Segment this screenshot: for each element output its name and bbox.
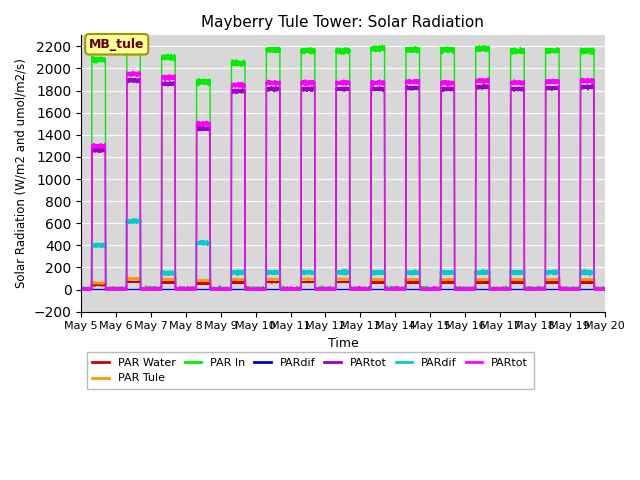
PARtot: [532, 287, 540, 292]
PARdif: [600, 287, 607, 292]
PAR Water: [532, 287, 540, 292]
PAR Water: [77, 287, 85, 292]
PARtot: [594, 287, 602, 292]
PARtot: [600, 287, 607, 292]
PAR In: [412, 46, 419, 51]
PAR Tule: [131, 275, 139, 280]
PAR Tule: [532, 287, 540, 292]
PARtot: [601, 287, 609, 292]
PARdif: [77, 287, 85, 292]
PAR In: [77, 285, 85, 290]
PAR Water: [313, 287, 321, 292]
PARtot: [547, 80, 554, 86]
Text: MB_tule: MB_tule: [89, 38, 145, 51]
PARtot: [77, 287, 85, 292]
PARtot: [594, 287, 602, 292]
PARtot: [313, 287, 321, 292]
PARdif: [313, 286, 321, 292]
Line: PAR Tule: PAR Tule: [81, 277, 605, 289]
PAR In: [378, 42, 386, 48]
PARtot: [131, 76, 139, 82]
Title: Mayberry Tule Tower: Solar Radiation: Mayberry Tule Tower: Solar Radiation: [202, 15, 484, 30]
PARdif: [412, 287, 419, 292]
PARtot: [313, 287, 321, 292]
PARtot: [600, 287, 607, 292]
PARdif: [532, 287, 540, 292]
PARdif: [129, 216, 137, 222]
PARtot: [412, 79, 419, 85]
Line: PARdif: PARdif: [81, 219, 605, 289]
PARtot: [547, 84, 554, 90]
PAR Water: [547, 279, 554, 285]
PARdif: [313, 287, 321, 292]
PAR In: [547, 48, 554, 54]
PAR In: [532, 287, 540, 292]
Legend: PAR Water, PAR Tule, PAR In, PARdif, PARtot, PARdif, PARtot: PAR Water, PAR Tule, PAR In, PARdif, PAR…: [86, 352, 534, 389]
PARtot: [412, 84, 419, 90]
PARdif: [547, 287, 554, 292]
PARdif: [594, 287, 602, 292]
PARtot: [532, 287, 540, 292]
PAR Water: [412, 279, 419, 285]
PARtot: [129, 69, 137, 74]
PARdif: [77, 287, 85, 292]
PARdif: [412, 269, 419, 275]
Y-axis label: Solar Radiation (W/m2 and umol/m2/s): Solar Radiation (W/m2 and umol/m2/s): [15, 59, 28, 288]
PAR Tule: [313, 287, 321, 292]
PAR Water: [594, 287, 602, 292]
Line: PARtot: PARtot: [81, 79, 605, 289]
PAR Water: [600, 287, 607, 292]
PARdif: [601, 287, 609, 292]
PARdif: [547, 270, 554, 276]
Line: PAR In: PAR In: [81, 45, 605, 289]
PAR In: [313, 285, 321, 290]
PAR Tule: [601, 287, 609, 292]
PAR Tule: [600, 287, 607, 292]
PARtot: [601, 287, 609, 292]
PAR Tule: [77, 287, 85, 292]
PARdif: [600, 287, 607, 292]
PAR Water: [124, 278, 131, 284]
PARdif: [532, 284, 540, 290]
PAR Tule: [412, 277, 419, 283]
X-axis label: Time: Time: [328, 337, 358, 350]
PAR In: [77, 287, 85, 292]
PAR In: [600, 287, 607, 292]
PAR Water: [601, 287, 609, 292]
PAR Tule: [594, 287, 602, 292]
Line: PARtot: PARtot: [81, 72, 605, 289]
Line: PAR Water: PAR Water: [81, 281, 605, 289]
PARdif: [593, 287, 601, 292]
PARtot: [77, 287, 85, 292]
PAR In: [601, 287, 609, 292]
PAR Tule: [77, 287, 85, 292]
PARdif: [601, 287, 609, 292]
PAR In: [594, 287, 602, 292]
PAR Tule: [547, 277, 554, 283]
PARdif: [77, 287, 85, 292]
